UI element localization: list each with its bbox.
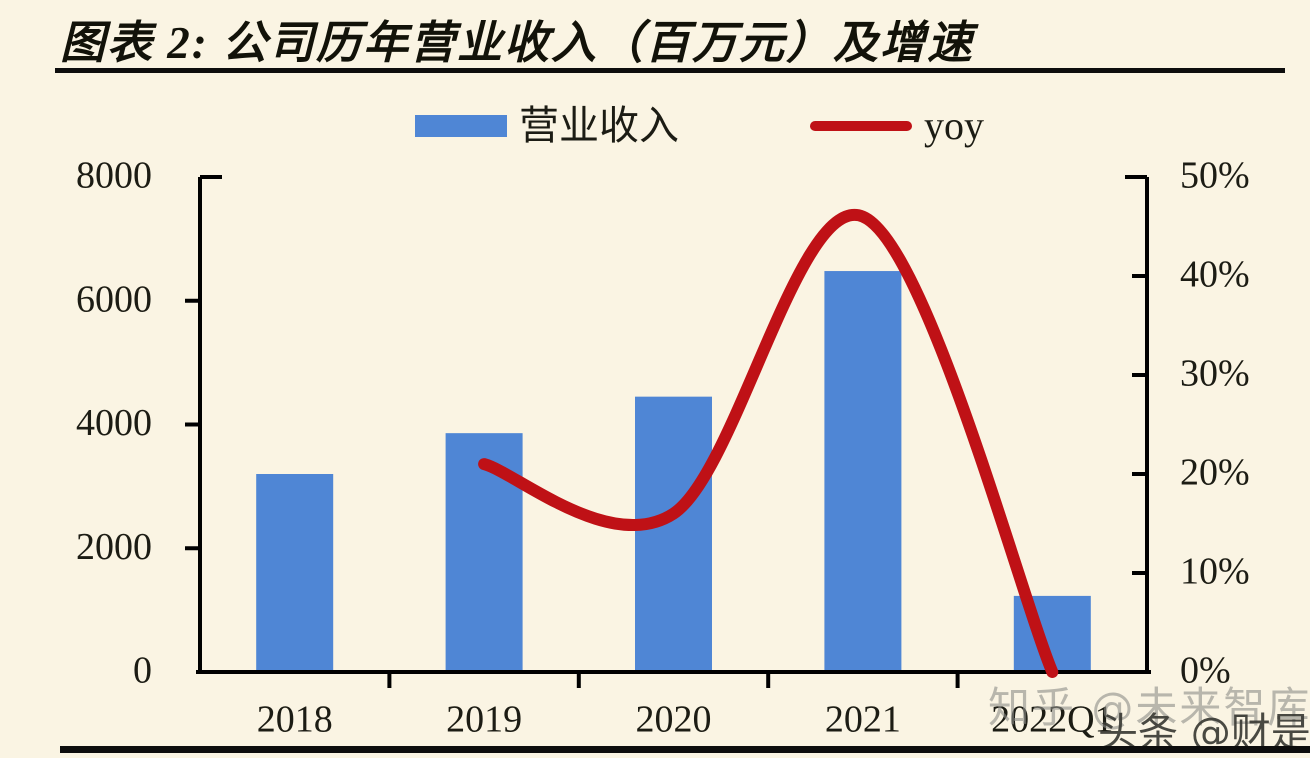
left-axis-label-2000: 2000 bbox=[76, 526, 152, 568]
right-axis-label-30: 30% bbox=[1180, 353, 1250, 395]
left-axis-label-8000: 8000 bbox=[76, 155, 152, 197]
yoy-line-swatch bbox=[810, 121, 912, 131]
legend-label-yoy: yoy bbox=[924, 103, 984, 148]
bar-2021 bbox=[824, 271, 902, 672]
figure-title: 图表 2: 公司历年营业收入（百万元）及增速 bbox=[60, 18, 974, 68]
right-axis-label-20: 20% bbox=[1180, 452, 1250, 494]
legend-item-revenue: 营业收入 bbox=[415, 100, 679, 152]
bar-2020 bbox=[635, 396, 712, 672]
x-axis-label-2022Q1: 2022Q1 bbox=[991, 699, 1113, 741]
right-axis-label-40: 40% bbox=[1180, 254, 1250, 296]
yoy-line bbox=[478, 208, 1059, 678]
left-axis-label-4000: 4000 bbox=[76, 402, 152, 444]
revenue-bar-swatch bbox=[415, 115, 507, 137]
left-axis-label-6000: 6000 bbox=[76, 278, 152, 320]
x-axis-label-2019: 2019 bbox=[446, 699, 522, 741]
legend-item-yoy: yoy bbox=[810, 100, 984, 152]
bottom-divider bbox=[60, 746, 1310, 753]
right-axis-label-0: 0% bbox=[1180, 650, 1231, 692]
legend-label-revenue: 营业收入 bbox=[519, 103, 679, 148]
title-divider bbox=[55, 68, 1285, 73]
x-axis-label-2020: 2020 bbox=[636, 699, 712, 741]
x-axis-label-2018: 2018 bbox=[257, 699, 333, 741]
x-axis-label-2021: 2021 bbox=[825, 699, 901, 741]
chart-legend: 营业收入 yoy bbox=[0, 100, 1310, 152]
bar-2018 bbox=[256, 474, 334, 672]
left-axis-label-0: 0 bbox=[133, 650, 152, 692]
right-axis-label-50: 50% bbox=[1180, 155, 1250, 197]
watermark-zhihu: 知乎 @未来智库 bbox=[988, 683, 1310, 732]
right-axis-label-10: 10% bbox=[1180, 551, 1250, 593]
